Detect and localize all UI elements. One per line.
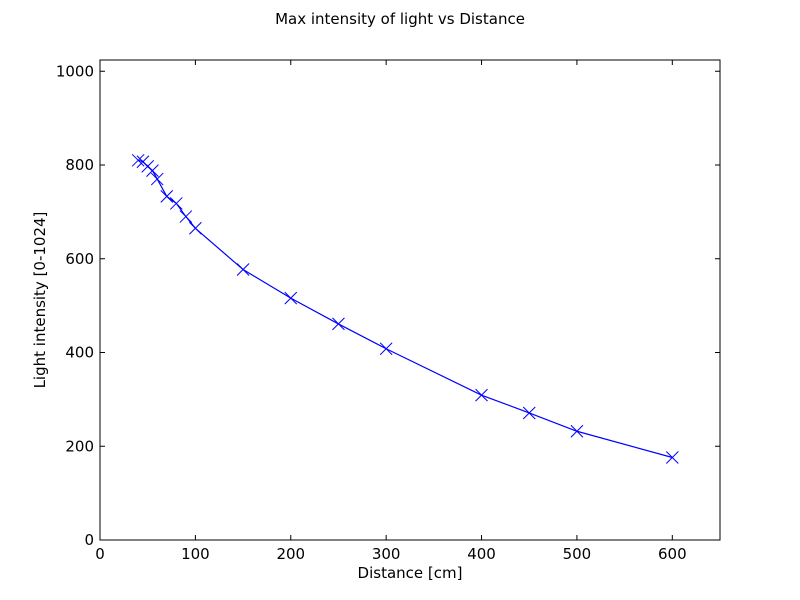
y-tick-label: 600 bbox=[65, 250, 94, 268]
y-tick-label: 200 bbox=[65, 437, 94, 455]
x-tick-label: 600 bbox=[658, 545, 687, 563]
plot-area bbox=[99, 59, 721, 541]
x-tick-label: 100 bbox=[181, 545, 210, 563]
data-point-marker bbox=[475, 388, 488, 402]
y-tick-label: 800 bbox=[65, 156, 94, 174]
series-layer bbox=[131, 153, 679, 464]
chart-title: Max intensity of light vs Distance bbox=[275, 10, 525, 28]
y-tick-label: 1000 bbox=[56, 62, 94, 80]
data-point-marker bbox=[284, 291, 298, 305]
data-point-marker bbox=[332, 317, 345, 331]
y-axis-label: Light intensity [0-1024] bbox=[31, 212, 49, 389]
data-point-marker bbox=[189, 221, 202, 235]
y-tick-label: 400 bbox=[65, 344, 94, 362]
x-tick-label: 500 bbox=[563, 545, 592, 563]
x-axis-label: Distance [cm] bbox=[358, 564, 463, 582]
data-point-marker bbox=[150, 172, 164, 186]
data-point-marker bbox=[379, 342, 393, 356]
data-point-marker bbox=[146, 164, 159, 177]
x-tick-label: 300 bbox=[372, 545, 401, 563]
data-point-marker bbox=[179, 210, 193, 223]
data-point-marker bbox=[169, 197, 183, 210]
data-point-marker bbox=[131, 153, 145, 167]
axis-ticks: 0 100 200 300 400 500 600 0 200 400 600 800 1000 bbox=[56, 60, 720, 563]
x-tick-label: 200 bbox=[276, 545, 305, 563]
data-point-marker bbox=[522, 406, 536, 420]
data-point-marker bbox=[236, 263, 250, 276]
data-point-marker bbox=[570, 424, 584, 438]
data-point-marker bbox=[160, 190, 174, 203]
data-point-marker bbox=[665, 451, 679, 464]
y-tick-label: 0 bbox=[84, 531, 94, 549]
x-tick-label: 0 bbox=[95, 545, 105, 563]
x-tick-label: 400 bbox=[467, 545, 496, 563]
